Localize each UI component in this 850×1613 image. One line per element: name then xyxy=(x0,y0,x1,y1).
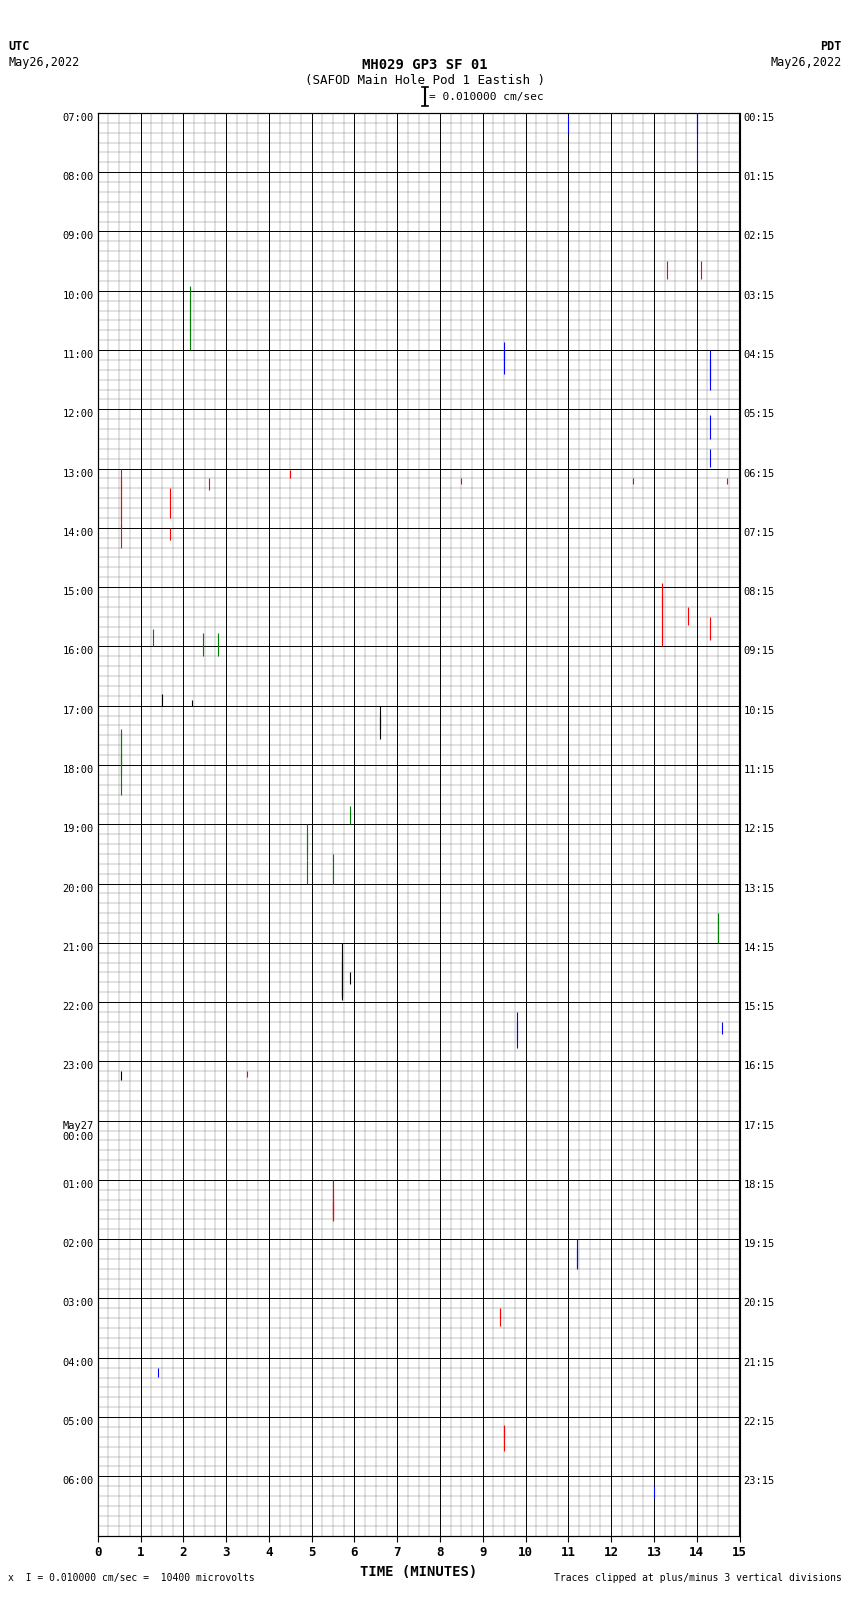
Text: May26,2022: May26,2022 xyxy=(8,56,80,69)
Text: = 0.010000 cm/sec: = 0.010000 cm/sec xyxy=(429,92,544,102)
Text: Traces clipped at plus/minus 3 vertical divisions: Traces clipped at plus/minus 3 vertical … xyxy=(553,1573,842,1582)
Text: x  I = 0.010000 cm/sec =  10400 microvolts: x I = 0.010000 cm/sec = 10400 microvolts xyxy=(8,1573,255,1582)
Text: May26,2022: May26,2022 xyxy=(770,56,842,69)
Text: (SAFOD Main Hole Pod 1 Eastish ): (SAFOD Main Hole Pod 1 Eastish ) xyxy=(305,74,545,87)
Text: PDT: PDT xyxy=(820,40,842,53)
X-axis label: TIME (MINUTES): TIME (MINUTES) xyxy=(360,1565,477,1579)
Text: UTC: UTC xyxy=(8,40,30,53)
Text: MH029 GP3 SF 01: MH029 GP3 SF 01 xyxy=(362,58,488,71)
